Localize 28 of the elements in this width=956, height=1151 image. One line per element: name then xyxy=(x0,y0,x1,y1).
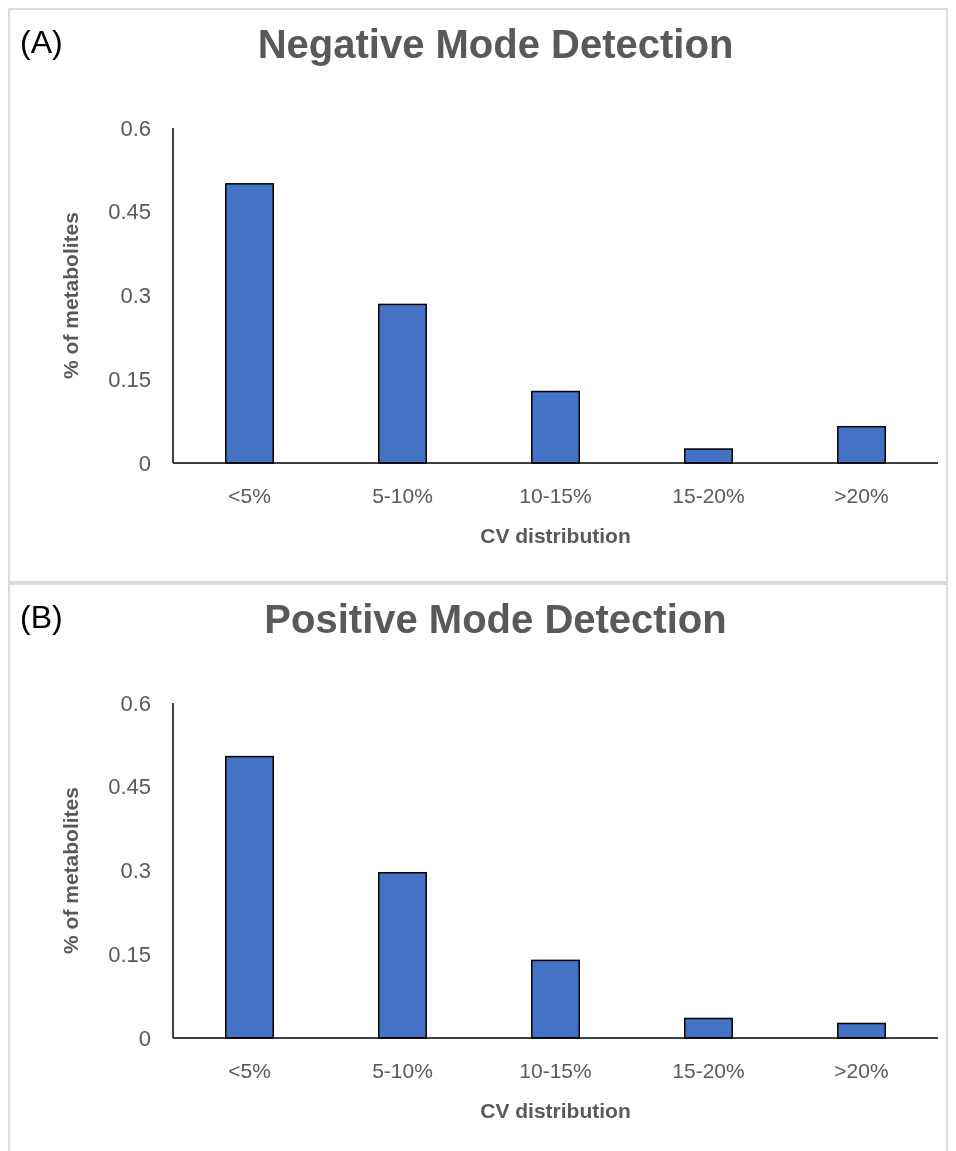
chart-title: Negative Mode Detection xyxy=(257,22,734,66)
y-tick-label: 0.45 xyxy=(108,199,151,225)
y-tick-label: 0.3 xyxy=(120,858,151,884)
x-tick-label: 5-10% xyxy=(372,484,433,507)
y-tick-label: 0.6 xyxy=(120,115,151,141)
x-tick-label: 10-15% xyxy=(519,1059,592,1082)
x-tick-label: 15-20% xyxy=(672,1059,745,1082)
y-axis-title: % of metabolites xyxy=(59,787,82,954)
x-tick-label: 5-10% xyxy=(372,1059,433,1082)
x-tick-label: 15-20% xyxy=(672,484,745,507)
x-tick-label: >20% xyxy=(834,484,889,507)
chart-title: Positive Mode Detection xyxy=(264,597,727,641)
y-tick-label: 0.6 xyxy=(120,690,151,716)
text: (A) xyxy=(20,24,63,60)
x-axis-title: CV distribution xyxy=(480,524,631,547)
x-tick-label: 10-15% xyxy=(519,484,592,507)
y-tick-label: 0.15 xyxy=(108,366,151,392)
y-tick-label: 0 xyxy=(138,450,151,476)
y-tick-label: 0.15 xyxy=(108,941,151,967)
x-axis-title: CV distribution xyxy=(480,1099,631,1122)
x-tick-label: <5% xyxy=(228,484,271,507)
text: (B) xyxy=(20,599,63,635)
x-tick-label: >20% xyxy=(834,1059,889,1082)
y-tick-label: 0.3 xyxy=(120,283,151,309)
y-tick-label: 0.45 xyxy=(108,774,151,800)
x-tick-label: <5% xyxy=(228,1059,271,1082)
y-tick-label: 0 xyxy=(138,1025,151,1051)
y-axis-title: % of metabolites xyxy=(59,212,82,379)
